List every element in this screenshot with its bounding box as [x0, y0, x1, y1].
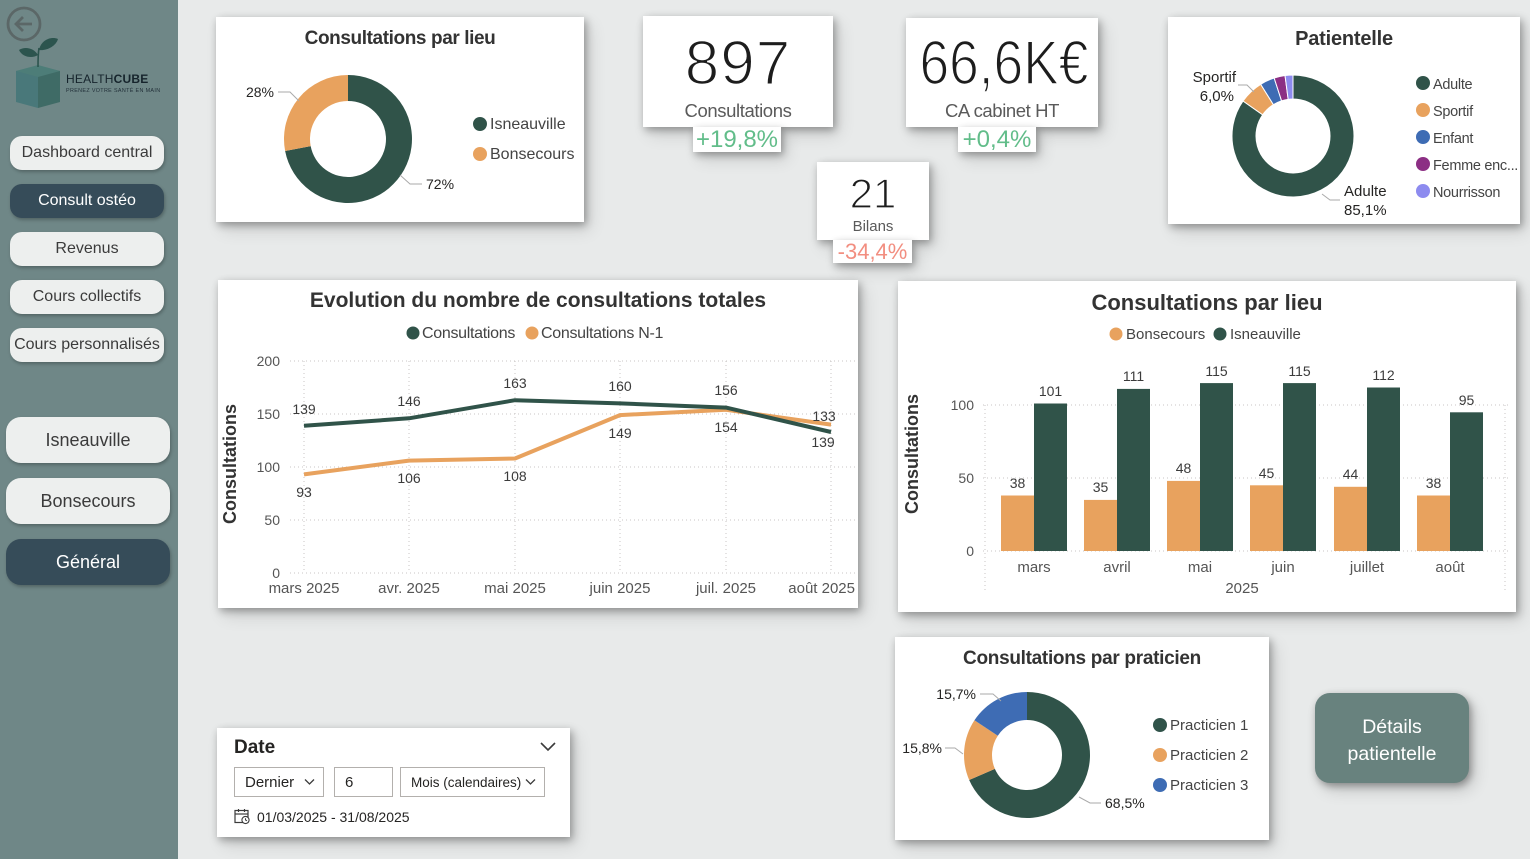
svg-text:Isneauville: Isneauville	[490, 116, 566, 133]
svg-text:115: 115	[1205, 363, 1228, 379]
svg-text:Enfant: Enfant	[1433, 131, 1473, 147]
svg-text:Bonsecours: Bonsecours	[490, 146, 575, 163]
svg-text:44: 44	[1343, 466, 1359, 482]
svg-text:0: 0	[272, 565, 280, 581]
svg-text:0: 0	[966, 543, 974, 559]
svg-text:28%: 28%	[246, 84, 274, 100]
svg-text:Femme enc...: Femme enc...	[1433, 158, 1518, 174]
svg-text:15,7%: 15,7%	[936, 686, 976, 702]
svg-text:100: 100	[257, 459, 281, 475]
svg-text:mai: mai	[1188, 559, 1212, 576]
svg-text:50: 50	[264, 512, 280, 528]
svg-text:mars 2025: mars 2025	[269, 580, 340, 597]
svg-text:PRENEZ VOTRE SANTÉ EN MAIN: PRENEZ VOTRE SANTÉ EN MAIN	[66, 87, 160, 94]
svg-text:Consultations N-1: Consultations N-1	[541, 325, 663, 342]
svg-text:139: 139	[811, 434, 835, 450]
svg-text:Practicien 1: Practicien 1	[1170, 717, 1248, 734]
svg-text:Isneauville: Isneauville	[1230, 326, 1301, 343]
svg-text:août: août	[1435, 559, 1465, 576]
svg-text:48: 48	[1176, 460, 1192, 476]
svg-text:mai 2025: mai 2025	[484, 580, 546, 597]
svg-text:95: 95	[1459, 392, 1475, 408]
svg-text:38: 38	[1426, 475, 1442, 491]
svg-text:Adulte: Adulte	[1433, 77, 1473, 93]
svg-text:68,5%: 68,5%	[1105, 795, 1145, 811]
svg-text:juil. 2025: juil. 2025	[695, 580, 756, 597]
svg-text:35: 35	[1093, 479, 1109, 495]
svg-text:Nourrisson: Nourrisson	[1433, 185, 1500, 201]
svg-text:6,0%: 6,0%	[1200, 88, 1234, 105]
svg-text:Consultations: Consultations	[422, 325, 515, 342]
svg-text:163: 163	[503, 375, 527, 391]
svg-text:100: 100	[951, 397, 975, 413]
svg-text:160: 160	[608, 378, 632, 394]
svg-text:154: 154	[714, 419, 738, 435]
svg-text:101: 101	[1039, 383, 1063, 399]
svg-text:156: 156	[714, 382, 738, 398]
svg-text:Sportif: Sportif	[1193, 69, 1237, 86]
svg-text:HEALTHCUBE: HEALTHCUBE	[66, 72, 148, 86]
svg-text:15,8%: 15,8%	[902, 740, 942, 756]
svg-text:139: 139	[292, 401, 316, 417]
svg-text:Sportif: Sportif	[1433, 104, 1474, 120]
svg-text:106: 106	[397, 470, 421, 486]
svg-text:Bonsecours: Bonsecours	[1126, 326, 1205, 343]
svg-text:45: 45	[1259, 465, 1275, 481]
svg-text:150: 150	[257, 406, 281, 422]
svg-text:115: 115	[1288, 363, 1311, 379]
svg-text:72%: 72%	[426, 176, 454, 192]
svg-text:85,1%: 85,1%	[1344, 202, 1387, 219]
svg-text:93: 93	[296, 484, 312, 500]
svg-text:juin 2025: juin 2025	[589, 580, 651, 597]
svg-text:133: 133	[812, 408, 836, 424]
svg-text:38: 38	[1010, 475, 1026, 491]
svg-text:149: 149	[608, 425, 632, 441]
svg-text:Consultations: Consultations	[902, 394, 922, 514]
svg-text:août 2025: août 2025	[788, 580, 855, 597]
svg-text:Adulte: Adulte	[1344, 183, 1387, 200]
svg-text:112: 112	[1372, 367, 1395, 383]
svg-text:mars: mars	[1017, 559, 1050, 576]
svg-text:50: 50	[958, 470, 974, 486]
svg-text:2025: 2025	[1225, 580, 1258, 597]
svg-text:111: 111	[1123, 368, 1144, 384]
svg-text:Consultations: Consultations	[220, 404, 240, 524]
svg-text:Practicien 3: Practicien 3	[1170, 777, 1248, 794]
svg-text:juin: juin	[1270, 559, 1294, 576]
svg-text:Practicien 2: Practicien 2	[1170, 747, 1248, 764]
svg-text:200: 200	[257, 353, 281, 369]
svg-text:avril: avril	[1103, 559, 1131, 576]
svg-text:146: 146	[397, 393, 421, 409]
svg-text:avr. 2025: avr. 2025	[378, 580, 440, 597]
svg-text:juillet: juillet	[1349, 559, 1385, 576]
svg-text:108: 108	[503, 468, 527, 484]
